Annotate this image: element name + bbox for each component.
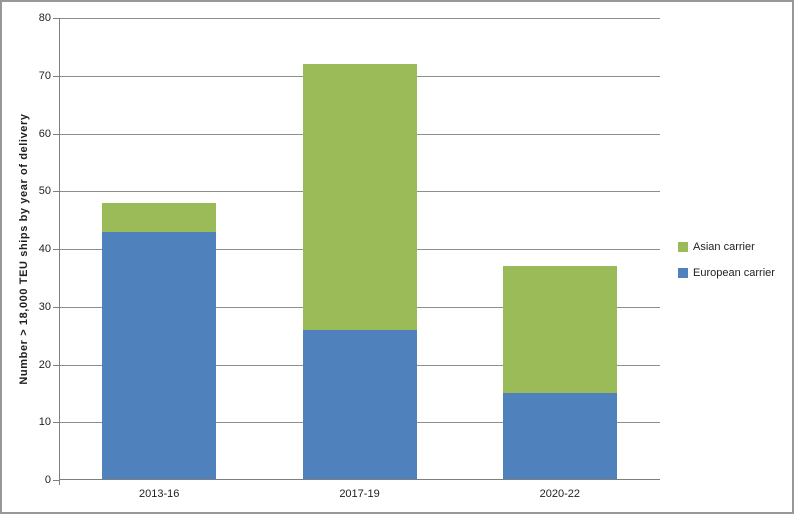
y-tick-label: 40 — [38, 243, 51, 255]
legend-swatch — [678, 242, 688, 252]
bar-european-carrier-2020-22 — [502, 393, 617, 480]
bars-layer — [59, 18, 660, 480]
y-tick-label: 20 — [38, 358, 51, 371]
legend-label: European carrier — [693, 267, 775, 279]
legend-label: Asian carrier — [693, 241, 755, 253]
y-tick-mark — [53, 422, 59, 424]
y-tick-mark — [53, 480, 59, 481]
legend-swatch — [678, 268, 688, 278]
y-tick-label: 70 — [38, 69, 51, 82]
y-tick-label: 30 — [38, 300, 51, 313]
y-tick-mark — [53, 75, 59, 77]
bar-asian-carrier-2020-22 — [502, 266, 617, 394]
y-axis-title: Number > 18,000 TEU ships by year of del… — [18, 113, 30, 385]
y-tick-label: 50 — [38, 185, 51, 198]
legend: Asian carrier European carrier — [678, 240, 775, 280]
y-tick-mark — [53, 133, 59, 135]
gridline — [59, 18, 660, 19]
plot-area — [59, 18, 660, 485]
y-tick-label: 10 — [38, 416, 51, 429]
y-tick-mark — [53, 306, 59, 308]
y-tick-mark — [53, 18, 59, 19]
legend-item: Asian carrier — [678, 240, 775, 254]
y-tick-label: 0 — [44, 474, 51, 486]
y-axis-line — [59, 18, 60, 485]
legend-item: European carrier — [678, 266, 775, 280]
bar-european-carrier-2017-19 — [302, 329, 417, 480]
x-axis-line — [59, 479, 660, 480]
y-tick-label: 60 — [38, 127, 51, 140]
y-tick-mark — [53, 364, 59, 366]
y-tick-mark — [53, 249, 59, 250]
bar-asian-carrier-2017-19 — [302, 64, 417, 330]
x-axis-label: 2013-16 — [138, 488, 180, 500]
y-tick-label: 80 — [38, 12, 51, 24]
x-axis-label: 2017-19 — [339, 488, 380, 500]
y-tick-mark — [53, 191, 59, 193]
x-axis-label: 2020-22 — [539, 488, 581, 500]
bar-european-carrier-2013-16 — [102, 231, 217, 480]
bar-asian-carrier-2013-16 — [102, 202, 217, 232]
